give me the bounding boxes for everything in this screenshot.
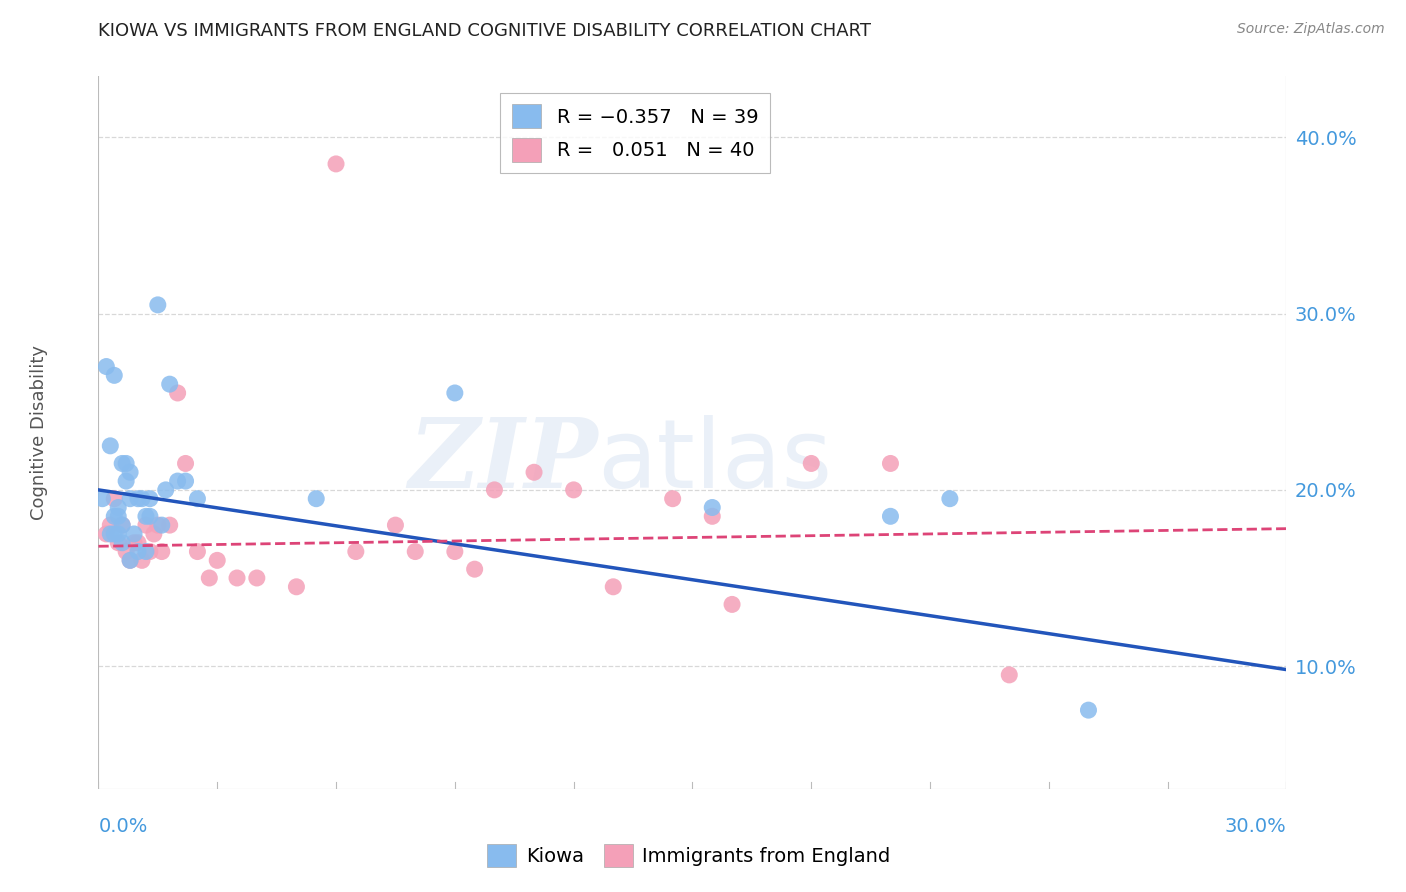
Text: ZIP: ZIP [408, 414, 598, 508]
Point [246, 571, 269, 585]
Point [120, 491, 142, 506]
Text: KIOWA VS IMMIGRANTS FROM ENGLAND COGNITIVE DISABILITY CORRELATION CHART: KIOWA VS IMMIGRANTS FROM ENGLAND COGNITI… [98, 22, 872, 40]
Text: Source: ZipAtlas.com: Source: ZipAtlas.com [1237, 22, 1385, 37]
Point [120, 465, 142, 479]
Point [103, 368, 125, 383]
Point [96, 527, 118, 541]
Text: atlas: atlas [598, 415, 832, 508]
Point [98, 518, 121, 533]
Point [115, 457, 138, 471]
Point [98, 439, 121, 453]
Point [384, 518, 406, 533]
Point [127, 544, 149, 558]
Point [721, 598, 744, 612]
Point [523, 465, 546, 479]
Point [325, 157, 347, 171]
Point [127, 491, 149, 506]
Point [111, 518, 134, 533]
Point [186, 544, 208, 558]
Point [107, 535, 129, 549]
Point [107, 509, 129, 524]
Point [103, 491, 125, 506]
Point [146, 298, 169, 312]
Point [96, 359, 118, 374]
Point [115, 474, 138, 488]
Legend: Kiowa, Immigrants from England: Kiowa, Immigrants from England [479, 836, 898, 875]
Point [207, 553, 229, 567]
Point [800, 457, 823, 471]
Point [146, 518, 169, 533]
Point [444, 386, 467, 401]
Point [111, 535, 134, 549]
Point [131, 553, 153, 567]
Text: Cognitive Disability: Cognitive Disability [30, 345, 48, 520]
Point [150, 544, 173, 558]
Point [404, 544, 426, 558]
Point [602, 580, 624, 594]
Point [159, 377, 181, 392]
Point [135, 509, 157, 524]
Legend: R = −0.357   N = 39, R =   0.051   N = 40: R = −0.357 N = 39, R = 0.051 N = 40 [501, 93, 770, 173]
Point [122, 535, 145, 549]
Point [111, 518, 134, 533]
Point [120, 553, 142, 567]
Point [150, 518, 173, 533]
Point [127, 535, 149, 549]
Point [939, 491, 962, 506]
Point [131, 491, 153, 506]
Point [107, 500, 129, 515]
Point [879, 509, 901, 524]
Point [702, 500, 724, 515]
Point [91, 491, 114, 506]
Point [562, 483, 585, 497]
Point [103, 509, 125, 524]
Point [879, 457, 901, 471]
Point [174, 474, 197, 488]
Point [186, 491, 208, 506]
Point [139, 544, 162, 558]
Point [120, 553, 142, 567]
Point [702, 509, 724, 524]
Point [139, 491, 162, 506]
Point [155, 483, 177, 497]
Point [998, 668, 1021, 682]
Point [174, 457, 197, 471]
Point [484, 483, 506, 497]
Point [226, 571, 249, 585]
Point [107, 527, 129, 541]
Point [285, 580, 308, 594]
Point [135, 518, 157, 533]
Point [444, 544, 467, 558]
Point [135, 544, 157, 558]
Point [122, 527, 145, 541]
Point [305, 491, 328, 506]
Point [111, 457, 134, 471]
Point [661, 491, 683, 506]
Point [159, 518, 181, 533]
Point [166, 474, 188, 488]
Point [344, 544, 367, 558]
Point [142, 527, 165, 541]
Point [198, 571, 221, 585]
Point [464, 562, 486, 576]
Point [139, 509, 162, 524]
Point [98, 527, 121, 541]
Text: 30.0%: 30.0% [1225, 816, 1286, 836]
Point [115, 544, 138, 558]
Point [166, 386, 188, 401]
Point [1077, 703, 1099, 717]
Point [103, 527, 125, 541]
Text: 0.0%: 0.0% [98, 816, 148, 836]
